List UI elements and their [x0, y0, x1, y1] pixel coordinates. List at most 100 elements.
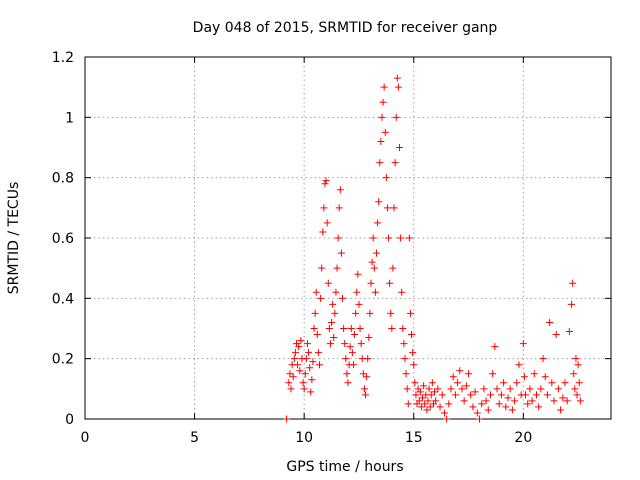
- data-point: [341, 340, 349, 348]
- data-point: [360, 385, 368, 393]
- data-point: [329, 300, 337, 308]
- data-point: [326, 340, 334, 348]
- data-point: [522, 391, 530, 399]
- data-point: [313, 331, 321, 339]
- data-point: [311, 309, 319, 317]
- data-point: [473, 409, 481, 417]
- data-point: [569, 279, 577, 287]
- data-point: [380, 83, 388, 91]
- data-point: [383, 204, 391, 212]
- data-point: [391, 159, 399, 167]
- data-point: [344, 379, 352, 387]
- data-point: [426, 403, 434, 411]
- data-point: [392, 113, 400, 121]
- data-point: [351, 331, 359, 339]
- data-point: [332, 288, 340, 296]
- data-point: [305, 349, 313, 357]
- data-point: [431, 388, 439, 396]
- data-point: [409, 349, 417, 357]
- data-point: [506, 385, 514, 393]
- data-point: [283, 415, 291, 423]
- data-point: [406, 309, 414, 317]
- data-point: [303, 340, 311, 348]
- data-point: [465, 370, 473, 378]
- data-point: [330, 334, 338, 342]
- data-point: [320, 204, 328, 212]
- data-point: [462, 382, 470, 390]
- data-point: [557, 406, 565, 414]
- data-point: [337, 249, 345, 257]
- data-point: [336, 186, 344, 194]
- data-point: [363, 373, 371, 381]
- data-point: [419, 394, 427, 402]
- data-point: [508, 406, 516, 414]
- data-point: [359, 370, 367, 378]
- data-point: [357, 340, 365, 348]
- data-point: [410, 361, 418, 369]
- x-tick-label: 5: [190, 430, 199, 446]
- data-point: [449, 373, 457, 381]
- data-point: [458, 385, 466, 393]
- data-point: [416, 388, 424, 396]
- data-point: [471, 388, 479, 396]
- data-point: [434, 385, 442, 393]
- x-tick-label: 15: [405, 430, 423, 446]
- data-point: [299, 379, 307, 387]
- data-point: [352, 309, 360, 317]
- data-point: [371, 288, 379, 296]
- data-point: [302, 355, 310, 363]
- data-point: [314, 349, 322, 357]
- data-point: [403, 385, 411, 393]
- data-point: [348, 349, 356, 357]
- data-point: [349, 361, 357, 369]
- data-point: [369, 234, 377, 242]
- data-point: [316, 361, 324, 369]
- data-point: [295, 343, 303, 351]
- data-point: [308, 376, 316, 384]
- data-point: [319, 228, 327, 236]
- data-point: [500, 379, 508, 387]
- data-point: [460, 397, 468, 405]
- data-point: [575, 379, 583, 387]
- chart-title: Day 048 of 2015, SRMTID for receiver gan…: [193, 20, 498, 36]
- data-point: [440, 409, 448, 417]
- data-point: [526, 385, 534, 393]
- data-point: [346, 343, 354, 351]
- x-tick-label: 10: [295, 430, 313, 446]
- data-point: [530, 370, 538, 378]
- data-point: [393, 74, 401, 82]
- data-point: [381, 128, 389, 136]
- data-point: [342, 355, 350, 363]
- data-point: [443, 415, 451, 423]
- data-point: [417, 403, 425, 411]
- data-point: [519, 340, 527, 348]
- data-point: [365, 334, 373, 342]
- y-tick-label: 0.4: [52, 291, 74, 307]
- data-point: [399, 325, 407, 332]
- data-point: [408, 331, 416, 339]
- data-point: [554, 385, 562, 393]
- data-point: [573, 391, 581, 399]
- data-point: [424, 397, 432, 405]
- data-point: [290, 355, 298, 363]
- data-point: [339, 294, 347, 302]
- data-point: [478, 400, 486, 408]
- data-point: [404, 400, 412, 408]
- data-point: [286, 370, 294, 378]
- data-point: [552, 331, 560, 339]
- plot-frame: [84, 56, 612, 420]
- data-point: [291, 349, 299, 357]
- y-axis-tick-labels: 0 0.2 0.4 0.6 0.8 1 1.2: [52, 50, 74, 428]
- data-point: [423, 406, 431, 414]
- data-point: [374, 219, 382, 227]
- data-point: [476, 415, 483, 423]
- data-point: [546, 318, 554, 326]
- data-point: [454, 379, 462, 387]
- data-point: [467, 391, 475, 399]
- x-tick-label: 20: [514, 430, 532, 446]
- x-tick-label: 0: [81, 430, 90, 446]
- data-point: [370, 264, 378, 272]
- data-point: [425, 385, 433, 393]
